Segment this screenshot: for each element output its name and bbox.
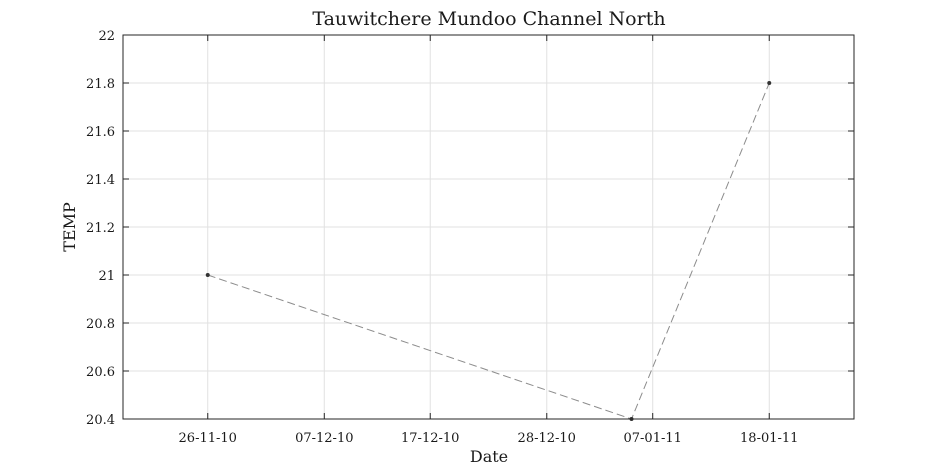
y-tick-label: 20.4	[86, 413, 115, 428]
y-tick-label: 20.8	[86, 317, 115, 332]
x-tick-label: 18-01-11	[740, 431, 798, 446]
data-point	[767, 81, 772, 85]
x-tick-label: 07-01-11	[623, 431, 681, 446]
x-tick-label: 26-11-10	[179, 431, 237, 446]
y-tick-labels: 20.4 20.6 20.8 21 21.2 21.4 21.6 21.8 22	[86, 29, 115, 428]
grid	[123, 34, 854, 420]
chart-title: Tauwitchere Mundoo Channel North	[312, 8, 665, 30]
x-tick-label: 17-12-10	[401, 431, 459, 446]
x-tick-label: 07-12-10	[295, 431, 353, 446]
y-tick-label: 21.6	[86, 125, 115, 140]
y-tick-label: 21.8	[86, 77, 115, 92]
y-tick-label: 21.2	[86, 221, 115, 236]
data-point	[205, 273, 210, 277]
y-tick-label: 21.4	[86, 173, 115, 188]
y-tick-label: 20.6	[86, 365, 115, 380]
x-tick-label: 28-12-10	[518, 431, 576, 446]
y-axis-label: TEMP	[60, 202, 79, 252]
y-tick-label: 22	[98, 29, 115, 44]
x-tick-labels: 26-11-10 07-12-10 17-12-10 28-12-10 07-01-11…	[179, 431, 799, 446]
plot-frame	[122, 34, 855, 420]
y-tick-label: 21	[98, 269, 115, 284]
x-axis-label: Date	[470, 447, 508, 466]
